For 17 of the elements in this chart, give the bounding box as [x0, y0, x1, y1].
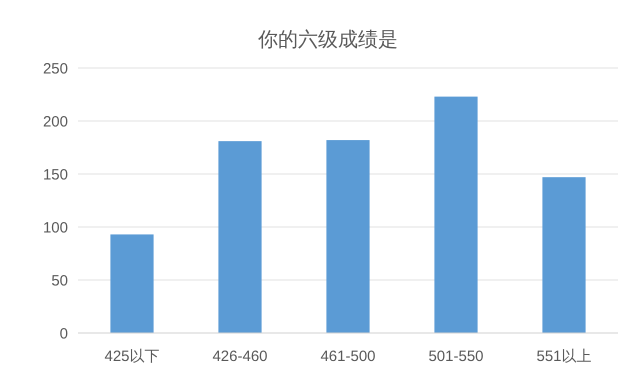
x-tick-label: 426-460: [212, 348, 268, 365]
bar: [542, 177, 586, 333]
x-tick-label: 461-500: [320, 348, 376, 365]
x-tick-label: 551以上: [536, 348, 592, 365]
bar: [110, 234, 154, 333]
y-tick-label: 100: [42, 219, 68, 236]
y-tick-label: 50: [51, 272, 68, 290]
y-tick-label: 250: [42, 60, 68, 78]
x-tick-label: 425以下: [104, 348, 160, 365]
bar: [434, 96, 478, 333]
x-tick-label: 501-550: [428, 348, 484, 365]
chart-title: 你的六级成绩是: [257, 29, 398, 51]
y-tick-label: 0: [60, 325, 68, 342]
bar: [218, 141, 262, 333]
y-tick-label: 150: [42, 166, 68, 184]
y-tick-label: 200: [42, 113, 68, 130]
bar: [326, 140, 370, 333]
